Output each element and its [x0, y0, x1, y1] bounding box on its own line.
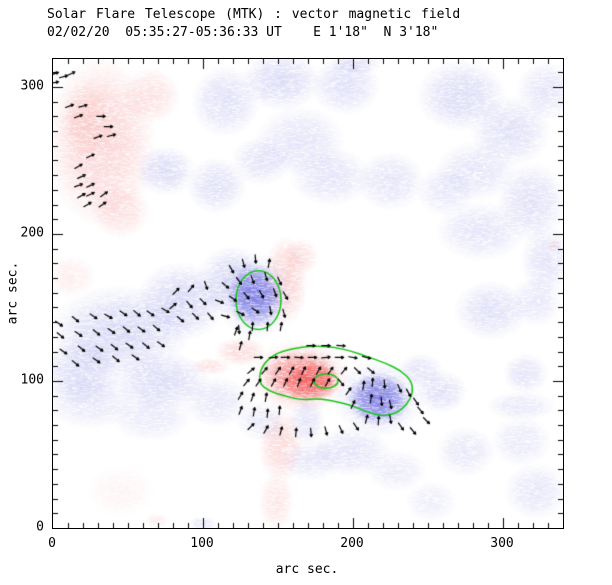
chart-title: Solar Flare Telescope (MTK) : vector mag…	[47, 7, 461, 22]
x-tick-label-300: 300	[490, 536, 514, 551]
x-tick-label-200: 200	[340, 536, 364, 551]
x-axis-label: arc sec.	[275, 562, 339, 577]
x-tick-label-0: 0	[48, 536, 56, 551]
chart-subtitle: 02/02/20 05:35:27-05:36:33 UT E 1'18" N …	[47, 25, 439, 40]
y-axis-label: arc sec.	[5, 261, 21, 325]
y-tick-label-300: 300	[20, 78, 44, 94]
y-tick-label-0: 0	[36, 519, 44, 535]
y-tick-label-200: 200	[20, 225, 44, 241]
magnetogram-canvas	[53, 59, 563, 528]
y-tick-label-100: 100	[20, 372, 44, 388]
x-tick-label-100: 100	[190, 536, 214, 551]
plot-area	[52, 58, 564, 529]
